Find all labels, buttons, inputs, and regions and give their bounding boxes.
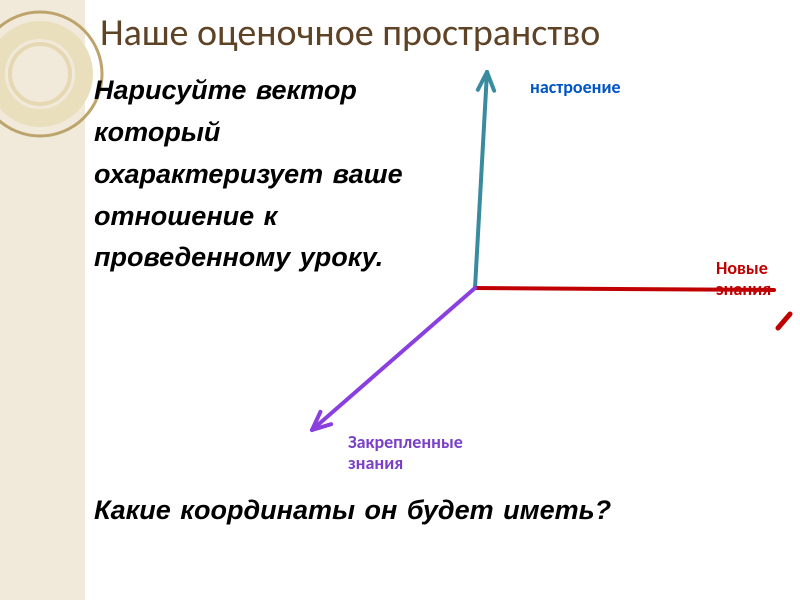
- axis-label-fixed_knowledge: Закрепленные знания: [348, 432, 508, 473]
- page-title: Наше оценочное пространство: [100, 10, 780, 56]
- instruction-paragraph-2: Какие координаты он будет иметь?: [94, 490, 694, 532]
- slide: Наше оценочное пространство Нарисуйте ве…: [0, 0, 800, 600]
- axis-label-mood: настроение: [530, 77, 660, 98]
- axis-label-new_knowledge: Новые знания: [716, 258, 800, 299]
- instruction-paragraph-1: Нарисуйте вектор который охарактеризует …: [94, 70, 414, 279]
